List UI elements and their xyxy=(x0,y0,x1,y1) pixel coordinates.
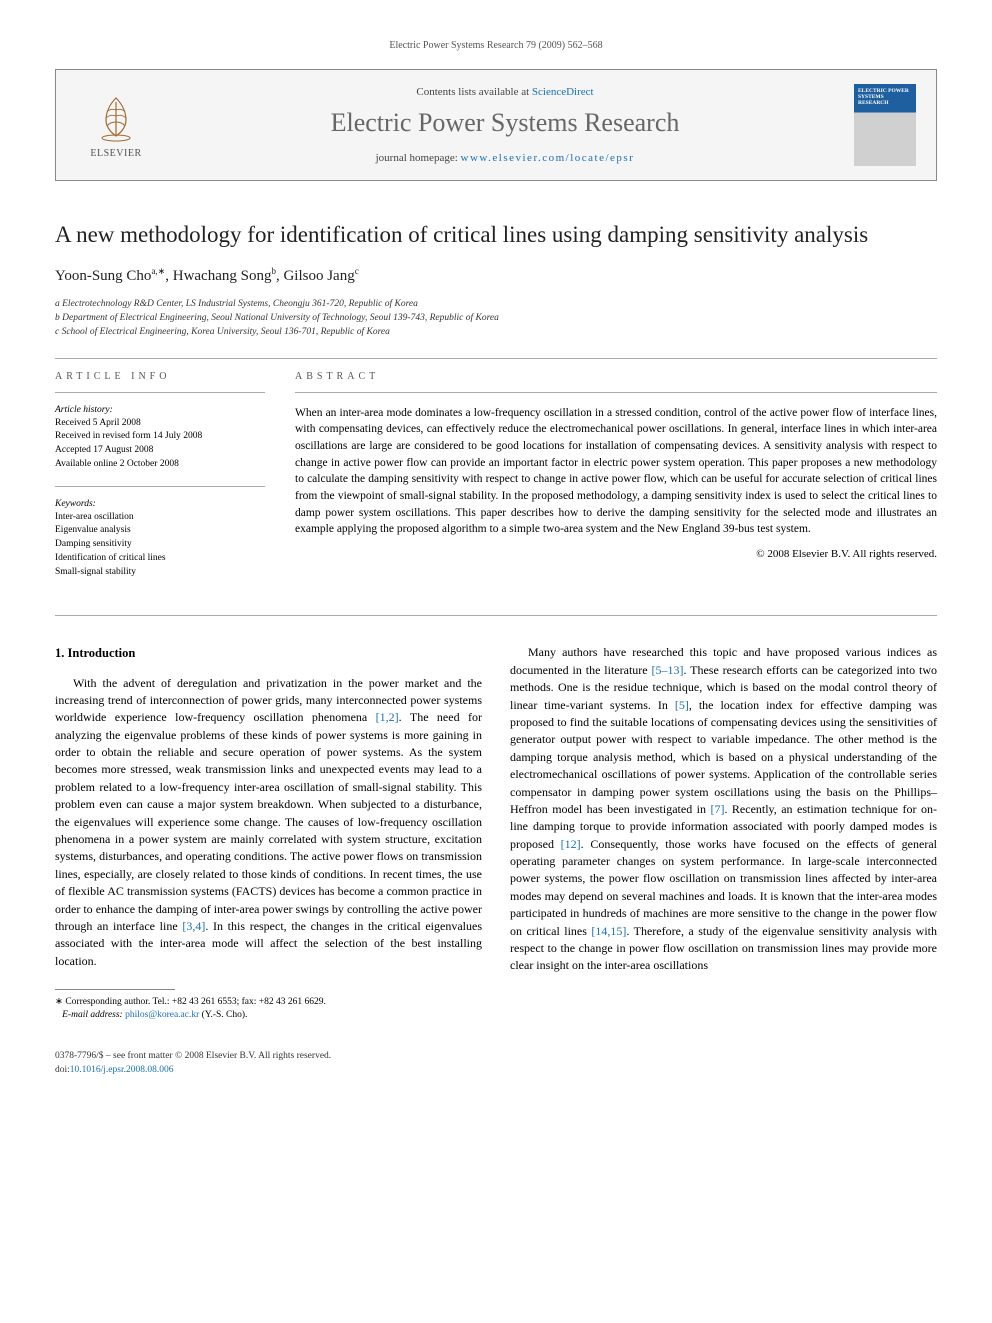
affiliation-c: c School of Electrical Engineering, Kore… xyxy=(55,325,937,339)
running-header: Electric Power Systems Research 79 (2009… xyxy=(55,40,937,51)
keyword-2: Damping sensitivity xyxy=(55,538,265,552)
author-1-sup: a,∗ xyxy=(151,266,165,276)
footnote-line1: Corresponding author. Tel.: +82 43 261 6… xyxy=(63,997,326,1007)
journal-cover-thumb: ELECTRIC POWER SYSTEMS RESEARCH xyxy=(854,84,916,166)
abstract-column: ABSTRACT When an inter-area mode dominat… xyxy=(295,371,937,594)
homepage-url[interactable]: www.elsevier.com/locate/epsr xyxy=(461,152,635,164)
affiliations: a Electrotechnology R&D Center, LS Indus… xyxy=(55,297,937,340)
affiliation-a: a Electrotechnology R&D Center, LS Indus… xyxy=(55,297,937,311)
cite-3[interactable]: [5–13] xyxy=(651,663,683,677)
history-received: Received 5 April 2008 xyxy=(55,417,265,431)
masthead-row: ELSEVIER Contents lists available at Sci… xyxy=(76,84,916,166)
rule-info-2 xyxy=(55,486,265,487)
homepage-line: journal homepage: www.elsevier.com/locat… xyxy=(156,152,854,164)
keyword-4: Small-signal stability xyxy=(55,566,265,580)
history-head: Article history: xyxy=(55,405,265,415)
author-3-sup: c xyxy=(355,266,359,276)
footnote-rule xyxy=(55,989,175,990)
rule-above-info xyxy=(55,358,937,359)
doi-line: doi:10.1016/j.epsr.2008.08.006 xyxy=(55,1064,937,1077)
authors: Yoon-Sung Choa,∗, Hwachang Songb, Gilsoo… xyxy=(55,266,937,285)
affiliation-b: b Department of Electrical Engineering, … xyxy=(55,311,937,325)
abstract-text: When an inter-area mode dominates a low-… xyxy=(295,405,937,538)
cite-6[interactable]: [12] xyxy=(561,837,581,851)
keyword-3: Identification of critical lines xyxy=(55,552,265,566)
author-1: Yoon-Sung Cho xyxy=(55,268,151,284)
cite-1[interactable]: [1,2] xyxy=(376,710,399,724)
section-heading-1: 1. Introduction xyxy=(55,644,482,662)
email-link[interactable]: philos@korea.ac.kr xyxy=(125,1010,199,1020)
info-abstract-row: ARTICLE INFO Article history: Received 5… xyxy=(55,371,937,594)
publisher-logo-block: ELSEVIER xyxy=(76,92,156,159)
rule-abstract xyxy=(295,392,937,393)
cite-2[interactable]: [3,4] xyxy=(182,919,205,933)
journal-name: Electric Power Systems Research xyxy=(156,108,854,138)
article-history: Article history: Received 5 April 2008 R… xyxy=(55,405,265,472)
rule-below-abstract xyxy=(55,615,937,616)
keyword-1: Eigenvalue analysis xyxy=(55,524,265,538)
email-label: E-mail address: xyxy=(62,1010,125,1020)
p2c: , the location index for effective dampi… xyxy=(510,698,937,816)
doi-prefix: doi: xyxy=(55,1065,70,1075)
doi-link[interactable]: 10.1016/j.epsr.2008.08.006 xyxy=(70,1065,174,1075)
body-paragraph-1: With the advent of deregulation and priv… xyxy=(55,675,482,971)
article-title: A new methodology for identification of … xyxy=(55,221,937,250)
p2e: . Consequently, those works have focused… xyxy=(510,837,937,938)
cite-4[interactable]: [5] xyxy=(675,698,689,712)
cite-7[interactable]: [14,15] xyxy=(591,924,626,938)
abstract-label: ABSTRACT xyxy=(295,371,937,382)
history-online: Available online 2 October 2008 xyxy=(55,458,265,472)
issn-line: 0378-7796/$ – see front matter © 2008 El… xyxy=(55,1050,937,1063)
rule-info-1 xyxy=(55,392,265,393)
masthead-center: Contents lists available at ScienceDirec… xyxy=(156,86,854,164)
article-info-label: ARTICLE INFO xyxy=(55,371,265,382)
article-info-column: ARTICLE INFO Article history: Received 5… xyxy=(55,371,265,594)
contents-line: Contents lists available at ScienceDirec… xyxy=(156,86,854,98)
body-paragraph-2: Many authors have researched this topic … xyxy=(510,644,937,974)
cover-thumb-title: ELECTRIC POWER SYSTEMS RESEARCH xyxy=(858,88,912,106)
page-footer: 0378-7796/$ – see front matter © 2008 El… xyxy=(55,1050,937,1077)
homepage-prefix: journal homepage: xyxy=(376,152,461,164)
abstract-copyright: © 2008 Elsevier B.V. All rights reserved… xyxy=(295,548,937,560)
body-columns: 1. Introduction With the advent of dereg… xyxy=(55,644,937,974)
keywords-block: Keywords: Inter-area oscillation Eigenva… xyxy=(55,499,265,580)
email-tail: (Y.-S. Cho). xyxy=(199,1010,247,1020)
keywords-head: Keywords: xyxy=(55,499,265,509)
history-accepted: Accepted 17 August 2008 xyxy=(55,444,265,458)
contents-prefix: Contents lists available at xyxy=(416,86,531,98)
footnote-star: ∗ xyxy=(55,997,63,1007)
page: Electric Power Systems Research 79 (2009… xyxy=(0,0,992,1107)
keyword-0: Inter-area oscillation xyxy=(55,511,265,525)
publisher-name: ELSEVIER xyxy=(76,148,156,159)
history-revised: Received in revised form 14 July 2008 xyxy=(55,430,265,444)
corresponding-author-footnote: ∗ Corresponding author. Tel.: +82 43 261… xyxy=(55,996,937,1023)
masthead: ELSEVIER Contents lists available at Sci… xyxy=(55,69,937,181)
sciencedirect-link[interactable]: ScienceDirect xyxy=(532,86,594,98)
p1b: . The need for analyzing the eigenvalue … xyxy=(55,710,482,933)
cite-5[interactable]: [7] xyxy=(710,802,724,816)
author-2: , Hwachang Song xyxy=(165,268,271,284)
elsevier-tree-icon xyxy=(90,92,142,144)
author-3: , Gilsoo Jang xyxy=(276,268,355,284)
